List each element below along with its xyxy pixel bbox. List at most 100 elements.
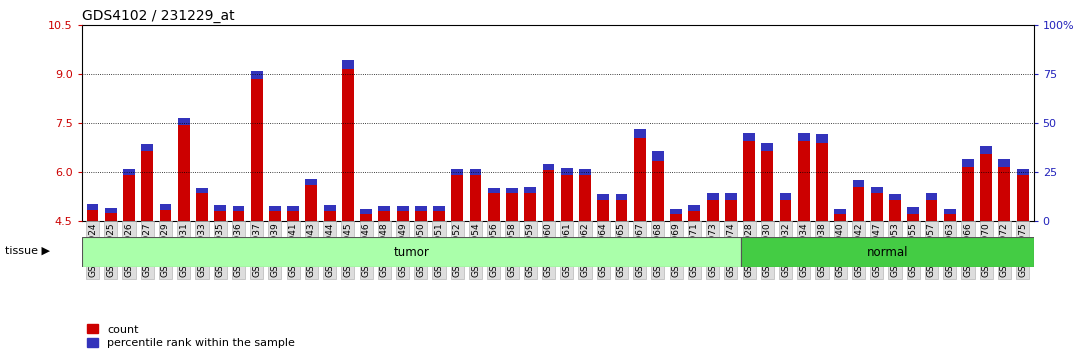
Bar [798,133,809,141]
Bar [962,159,974,167]
Bar [816,135,828,143]
Bar [889,194,901,200]
Bar [907,207,919,214]
Bar [87,210,99,221]
Bar [160,204,172,210]
Bar [415,211,426,221]
Bar [177,118,189,125]
Bar [82,237,741,267]
Bar [1016,169,1028,175]
Bar [306,179,318,185]
Bar [707,200,718,221]
Bar [470,169,482,175]
Bar [104,213,116,221]
Bar [452,175,463,221]
Bar [397,211,408,221]
Bar [324,211,335,221]
Bar [214,205,226,211]
Legend: count, percentile rank within the sample: count, percentile rank within the sample [87,324,295,348]
Text: normal: normal [866,246,907,259]
Bar [870,193,882,221]
Bar [524,187,536,193]
Bar [141,144,153,151]
Bar [926,193,938,200]
Bar [104,208,116,213]
Bar [269,206,281,211]
Bar [670,209,682,214]
Bar [1016,175,1028,221]
Bar [725,200,737,221]
Bar [579,175,591,221]
Bar [287,211,299,221]
Bar [652,151,664,161]
Bar [943,209,955,214]
Bar [470,175,482,221]
Bar [87,204,99,210]
Bar [743,133,755,141]
Bar [633,129,645,138]
Bar [579,169,591,175]
Bar [214,211,226,221]
Bar [834,209,846,214]
Bar [524,193,536,221]
Bar [689,211,701,221]
Bar [177,125,189,221]
Bar [360,214,372,221]
Bar [379,206,391,211]
Bar [543,171,555,221]
Bar [342,69,354,221]
Bar [560,168,572,175]
Bar [999,167,1011,221]
Bar [287,206,299,211]
Bar [379,211,391,221]
Bar [506,193,518,221]
Bar [725,193,737,200]
Bar [160,210,172,221]
Bar [123,169,135,175]
Bar [741,237,1034,267]
Bar [397,206,408,211]
Bar [816,143,828,221]
Bar [233,211,245,221]
Bar [415,206,426,211]
Bar [233,206,245,211]
Bar [616,194,628,200]
Bar [433,206,445,211]
Bar [853,180,865,187]
Bar [543,164,555,171]
Bar [452,169,463,175]
Bar [798,141,809,221]
Bar [980,146,992,154]
Bar [433,211,445,221]
Bar [560,175,572,221]
Bar [196,188,208,193]
Bar [616,200,628,221]
Bar [250,79,262,221]
Text: GDS4102 / 231229_at: GDS4102 / 231229_at [82,9,234,23]
Bar [141,151,153,221]
Bar [196,193,208,221]
Bar [762,143,774,151]
Bar [707,193,718,200]
Bar [324,205,335,211]
Bar [360,209,372,214]
Bar [487,188,499,193]
Bar [853,187,865,221]
Bar [506,188,518,193]
Bar [597,194,609,200]
Bar [689,205,701,211]
Bar [633,138,645,221]
Bar [743,141,755,221]
Bar [780,200,791,221]
Bar [980,154,992,221]
Bar [834,214,846,221]
Bar [907,214,919,221]
Bar [780,193,791,200]
Bar [123,175,135,221]
Bar [999,159,1011,167]
Bar [652,161,664,221]
Text: tumor: tumor [393,246,429,259]
Bar [962,167,974,221]
Bar [762,151,774,221]
Bar [889,200,901,221]
